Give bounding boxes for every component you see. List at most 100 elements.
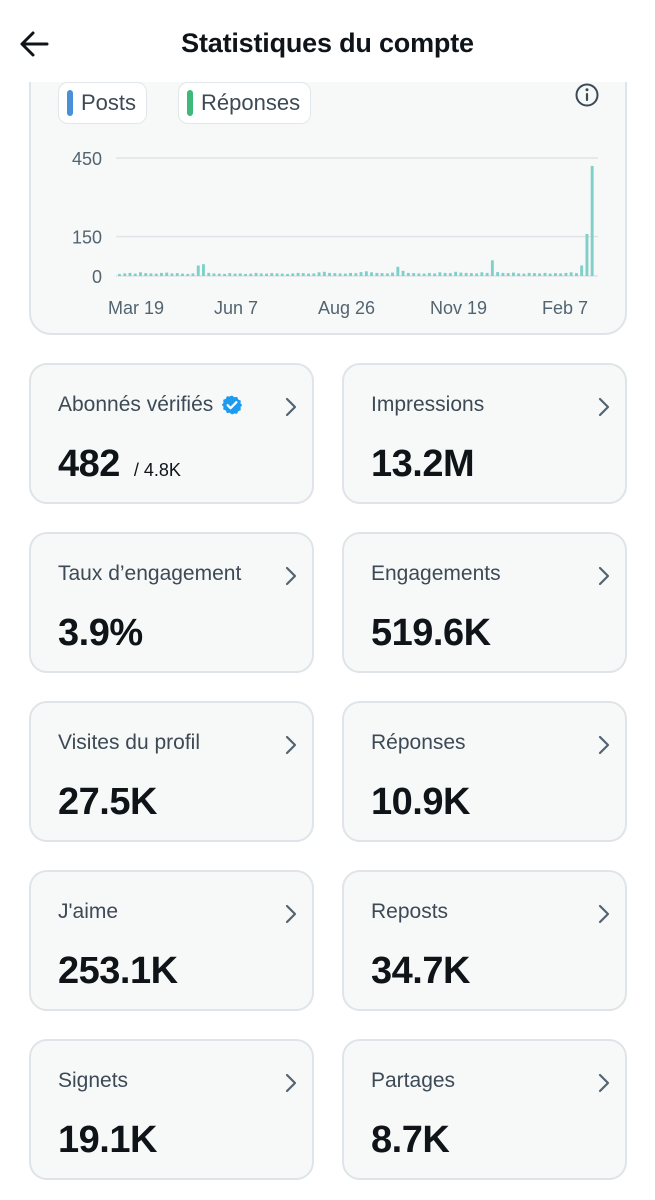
legend-posts[interactable]: Posts bbox=[58, 82, 148, 124]
stat-card[interactable]: Reposts 34.7K bbox=[342, 870, 627, 1011]
chart-bar bbox=[160, 272, 163, 276]
chart-bar bbox=[548, 273, 552, 276]
chart-bar bbox=[480, 272, 484, 276]
chart-bar bbox=[580, 265, 584, 276]
chart-bar bbox=[469, 273, 473, 276]
stat-card[interactable]: Taux d’engagement 3.9% bbox=[29, 532, 314, 673]
stat-label: Partages bbox=[371, 1069, 455, 1093]
stat-card[interactable]: Impressions 13.2M bbox=[342, 363, 627, 504]
chart-bar bbox=[296, 272, 300, 276]
chart-bar bbox=[527, 272, 531, 276]
chart-bar bbox=[396, 266, 400, 276]
chart-bar bbox=[154, 273, 158, 276]
chart-bar bbox=[280, 273, 284, 276]
stat-label: Reposts bbox=[371, 900, 448, 924]
top-bar: Statistiques du compte bbox=[0, 0, 655, 82]
stat-value-text: 34.7K bbox=[371, 950, 470, 992]
chart-bar bbox=[370, 272, 373, 276]
chart-bar bbox=[533, 273, 536, 276]
chart-bar bbox=[401, 270, 405, 276]
chart-bar bbox=[181, 273, 184, 276]
chart-bar bbox=[438, 272, 442, 276]
chart-bar bbox=[412, 273, 416, 276]
stat-value-text: 8.7K bbox=[371, 1119, 450, 1161]
chart-bar bbox=[149, 273, 153, 276]
chevron-right-icon bbox=[598, 397, 610, 417]
legend-reponses-label: Réponses bbox=[201, 90, 301, 115]
chevron-right-icon bbox=[598, 566, 610, 586]
chart-bar bbox=[317, 272, 321, 276]
chart-bar bbox=[275, 273, 279, 276]
stat-value: 27.5K bbox=[58, 781, 157, 824]
chart-bar bbox=[291, 273, 295, 276]
stat-value-text: 13.2M bbox=[371, 443, 475, 485]
chart-bar bbox=[270, 273, 274, 276]
stat-value-text: 27.5K bbox=[58, 781, 157, 823]
chart-bar bbox=[443, 272, 447, 276]
page-title: Statistiques du compte bbox=[181, 28, 474, 58]
chart-bar bbox=[301, 273, 305, 276]
chevron-right-icon bbox=[598, 735, 610, 755]
chart-bar bbox=[559, 273, 563, 276]
legend-posts-swatch bbox=[67, 90, 73, 116]
stat-label: Impressions bbox=[371, 393, 484, 417]
chart-bar bbox=[328, 272, 331, 276]
chart-bar bbox=[575, 273, 578, 276]
chart-bar bbox=[427, 272, 431, 276]
chart-bar bbox=[212, 273, 216, 276]
chart-bar bbox=[359, 272, 363, 276]
info-circle-icon[interactable] bbox=[574, 82, 600, 108]
chart-bar bbox=[448, 273, 452, 276]
chart-bar bbox=[391, 272, 394, 276]
chart-bar bbox=[375, 272, 379, 276]
chart-bar bbox=[223, 273, 226, 276]
chart-bar bbox=[307, 273, 310, 276]
stat-value: 8.7K bbox=[371, 1119, 450, 1162]
arrow-left-icon[interactable] bbox=[14, 24, 54, 64]
x-tick-label: Mar 19 bbox=[108, 298, 164, 318]
chart-bar bbox=[254, 272, 258, 276]
chart-bar bbox=[133, 273, 137, 276]
chart-bar bbox=[338, 273, 342, 276]
chevron-right-icon bbox=[285, 566, 297, 586]
chevron-right-icon bbox=[598, 1073, 610, 1093]
stat-card[interactable]: Engagements 519.6K bbox=[342, 532, 627, 673]
chart-bar bbox=[191, 273, 195, 276]
stat-card[interactable]: Visites du profil 27.5K bbox=[29, 701, 314, 842]
stat-value: 519.6K bbox=[371, 612, 491, 655]
chevron-right-icon bbox=[285, 735, 297, 755]
chart-bar bbox=[259, 273, 263, 276]
chart-bar bbox=[501, 272, 505, 276]
verified-badge-icon bbox=[222, 395, 243, 415]
stat-card[interactable]: Abonnés vérifiés 482 / 4.8K bbox=[29, 363, 314, 504]
legend-reponses[interactable]: Réponses bbox=[178, 82, 312, 124]
chart-bar bbox=[422, 273, 426, 276]
chart-bar bbox=[585, 234, 589, 276]
stat-card[interactable]: Réponses 10.9K bbox=[342, 701, 627, 842]
legend-posts-label: Posts bbox=[81, 90, 137, 115]
stat-card[interactable]: Partages 8.7K bbox=[342, 1039, 627, 1180]
x-tick-label: Nov 19 bbox=[430, 298, 487, 318]
chart-bar bbox=[265, 273, 268, 276]
stat-card[interactable]: Signets 19.1K bbox=[29, 1039, 314, 1180]
stat-value: 34.7K bbox=[371, 950, 470, 993]
stat-label-text: Partages bbox=[371, 1069, 456, 1092]
chart-bar bbox=[207, 272, 211, 276]
chevron-right-icon bbox=[285, 904, 297, 924]
stat-value: 482 / 4.8K bbox=[58, 443, 181, 486]
chart-bar bbox=[249, 273, 253, 276]
stat-card[interactable]: J'aime 253.1K bbox=[29, 870, 314, 1011]
x-tick-label: Jun 7 bbox=[214, 298, 258, 318]
x-tick-label: Aug 26 bbox=[318, 298, 375, 318]
chart-bar bbox=[517, 273, 521, 276]
chart-bar bbox=[144, 273, 148, 276]
y-tick-label: 150 bbox=[72, 228, 102, 248]
chart-bar bbox=[496, 272, 500, 276]
stat-value: 3.9% bbox=[58, 612, 143, 655]
stat-label-text: Abonnés vérifiés bbox=[58, 393, 214, 416]
chart-bar bbox=[417, 273, 421, 276]
chart-bar bbox=[554, 273, 557, 276]
stat-value-text: 10.9K bbox=[371, 781, 470, 823]
stat-label-text: Signets bbox=[58, 1069, 129, 1092]
stat-value-text: 3.9% bbox=[58, 612, 143, 654]
